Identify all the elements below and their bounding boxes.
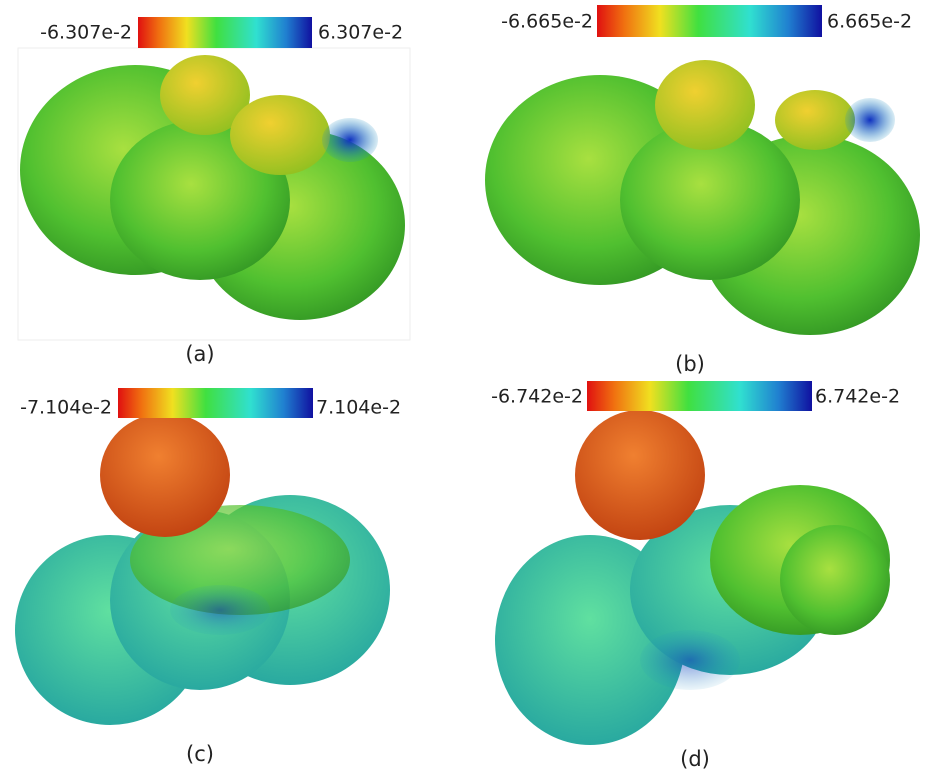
color-bar (597, 5, 822, 37)
color-bar (587, 381, 812, 411)
surface-region (575, 410, 705, 540)
surface-region (100, 413, 230, 537)
scale-min: -6.742e-2 (491, 386, 583, 408)
scale-min: -6.665e-2 (501, 11, 593, 33)
color-bar (138, 17, 312, 48)
surface-region (322, 118, 378, 162)
surface-region (775, 90, 855, 150)
panel-label: (d) (680, 747, 710, 771)
scale-max: 6.742e-2 (815, 386, 900, 408)
scale-min: -7.104e-2 (20, 397, 112, 419)
color-bar (118, 388, 313, 418)
panel-label: (b) (675, 352, 705, 376)
scale-max: 6.665e-2 (827, 11, 912, 33)
surface-region (640, 630, 740, 690)
molecule-surface (485, 75, 920, 335)
surface-region (845, 98, 895, 142)
scale-max: 6.307e-2 (318, 22, 403, 44)
panel-a: -6.307e-2 6.307e-2 (a) (17, 17, 411, 366)
surface-region (230, 95, 330, 175)
panel-d: -6.742e-2 6.742e-2 (d) (491, 381, 900, 771)
scale-min: -6.307e-2 (40, 22, 132, 44)
scale-max: 7.104e-2 (316, 397, 401, 419)
surface-region (170, 585, 270, 635)
panel-c: -7.104e-2 7.104e-2 (c) (15, 388, 401, 766)
panel-b: -6.665e-2 6.665e-2 (b) (485, 5, 920, 376)
surface-region (160, 55, 250, 135)
panel-label: (a) (185, 342, 214, 366)
surface-region (655, 60, 755, 150)
surface-region (780, 525, 890, 635)
panel-label: (c) (186, 742, 214, 766)
